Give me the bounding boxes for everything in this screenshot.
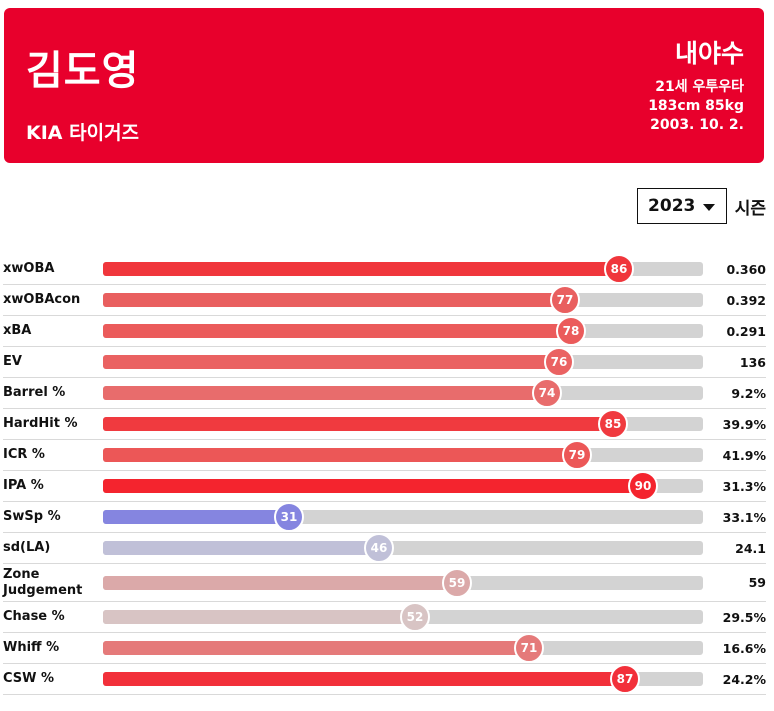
metric-label: Chase % [3, 609, 65, 624]
season-selector-row: 2023 시즌 [636, 188, 766, 224]
percentile-badge: 59 [442, 567, 472, 598]
percentile-bar-track: 78 [103, 316, 703, 346]
percentile-bar-track: 46 [103, 533, 703, 563]
player-name: 김도영 [26, 48, 140, 94]
metric-row: Chase % 52 29.5% [3, 602, 766, 633]
metric-label: HardHit % [3, 416, 78, 431]
percentile-badge: 77 [550, 285, 580, 315]
percentile-bar-fill [103, 641, 529, 655]
player-position: 내야수 [674, 39, 744, 68]
percentile-badge: 52 [400, 602, 430, 632]
percentile-badge: 90 [628, 471, 658, 501]
metric-label: Zone Judgement [3, 566, 83, 598]
percentile-bar-fill [103, 262, 619, 276]
metric-label: SwSp % [3, 509, 61, 524]
percentile-bar-track: 77 [103, 285, 703, 315]
percentile-badge: 46 [364, 533, 394, 563]
metric-value: 0.392 [726, 292, 766, 308]
percentile-badge: 87 [610, 664, 640, 694]
metric-row: xwOBA 86 0.360 [3, 254, 766, 285]
caret-down-icon [703, 203, 716, 211]
metric-value: 31.3% [722, 478, 766, 494]
percentile-bar-track: 87 [103, 664, 703, 694]
percentile-badge: 86 [604, 254, 634, 284]
percentile-bar-track: 76 [103, 347, 703, 377]
percentile-bar-fill [103, 541, 379, 555]
percentile-bar-fill [103, 417, 613, 431]
percentile-badge: 76 [544, 347, 574, 377]
metric-row: CSW % 87 24.2% [3, 664, 766, 695]
percentile-bar-track: 31 [103, 502, 703, 532]
metric-value: 0.360 [726, 261, 766, 277]
metric-row: HardHit % 85 39.9% [3, 409, 766, 440]
metric-value: 16.6% [722, 640, 766, 656]
metric-row: Whiff % 71 16.6% [3, 633, 766, 664]
metric-row: xwOBAcon 77 0.392 [3, 285, 766, 316]
metric-value: 41.9% [722, 447, 766, 463]
season-select-value: 2023 [648, 196, 696, 216]
metric-label: IPA % [3, 478, 44, 493]
percentile-bar-track: 59 [103, 567, 703, 598]
metric-label: Barrel % [3, 385, 66, 400]
metric-label: sd(LA) [3, 540, 51, 555]
percentile-bar-fill [103, 386, 547, 400]
player-birth: 2003. 10. 2. [650, 117, 744, 133]
percentile-bar-fill [103, 610, 415, 624]
metric-value: 24.1 [735, 540, 766, 556]
player-team: KIA 타이거즈 [26, 122, 140, 144]
percentile-bar-track: 90 [103, 471, 703, 501]
metric-label: xBA [3, 323, 32, 338]
percentile-bar-fill [103, 479, 643, 493]
player-age-hand: 21세 우투우타 [655, 79, 744, 95]
metric-value: 136 [739, 354, 766, 370]
season-select[interactable]: 2023 [636, 188, 727, 224]
metric-row: Zone Judgement 59 59 [3, 564, 766, 602]
metric-label: Whiff % [3, 640, 60, 655]
metric-value: 33.1% [722, 509, 766, 525]
metric-row: ICR % 79 41.9% [3, 440, 766, 471]
metric-label: EV [3, 354, 22, 369]
percentile-badge: 85 [598, 409, 628, 439]
metric-value: 9.2% [731, 385, 766, 401]
metric-row: IPA % 90 31.3% [3, 471, 766, 502]
percentile-bar-fill [103, 324, 571, 338]
metric-value: 29.5% [722, 609, 766, 625]
percentile-bar-track: 85 [103, 409, 703, 439]
percentile-bar-track: 79 [103, 440, 703, 470]
metric-value: 39.9% [722, 416, 766, 432]
metric-label: ICR % [3, 447, 45, 462]
percentile-bar-fill [103, 448, 577, 462]
metric-value: 0.291 [726, 323, 766, 339]
percentile-badge: 79 [562, 440, 592, 470]
metric-row: sd(LA) 46 24.1 [3, 533, 766, 564]
percentile-bar-track: 71 [103, 633, 703, 663]
player-header: 김도영 KIA 타이거즈 내야수 21세 우투우타 183cm 85kg 200… [4, 8, 764, 163]
percentile-bar-fill [103, 672, 625, 686]
metric-label: xwOBA [3, 261, 55, 276]
percentile-badge: 71 [514, 633, 544, 663]
percentile-badge: 74 [532, 378, 562, 408]
percentile-bar-fill [103, 355, 559, 369]
percentile-bar-fill [103, 293, 565, 307]
metrics-list: xwOBA 86 0.360 xwOBAcon 77 0.392 xBA 78 0.291 EV 7… [0, 254, 774, 695]
percentile-bar-fill [103, 575, 457, 590]
metric-row: Barrel % 74 9.2% [3, 378, 766, 409]
percentile-bar-track: 52 [103, 602, 703, 632]
metric-row: EV 76 136 [3, 347, 766, 378]
percentile-bar-track: 74 [103, 378, 703, 408]
metric-value: 24.2% [722, 671, 766, 687]
metric-label: xwOBAcon [3, 292, 81, 307]
season-label: 시즌 [734, 198, 766, 219]
metric-value: 59 [748, 575, 766, 590]
metric-label: CSW % [3, 671, 55, 686]
metric-row: xBA 78 0.291 [3, 316, 766, 347]
player-body: 183cm 85kg [648, 98, 744, 114]
percentile-bar-fill [103, 510, 289, 524]
player-meta: 21세 우투우타 183cm 85kg 2003. 10. 2. [648, 78, 744, 135]
percentile-bar-track: 86 [103, 254, 703, 284]
metric-row: SwSp % 31 33.1% [3, 502, 766, 533]
percentile-badge: 78 [556, 316, 586, 346]
percentile-badge: 31 [274, 502, 304, 532]
